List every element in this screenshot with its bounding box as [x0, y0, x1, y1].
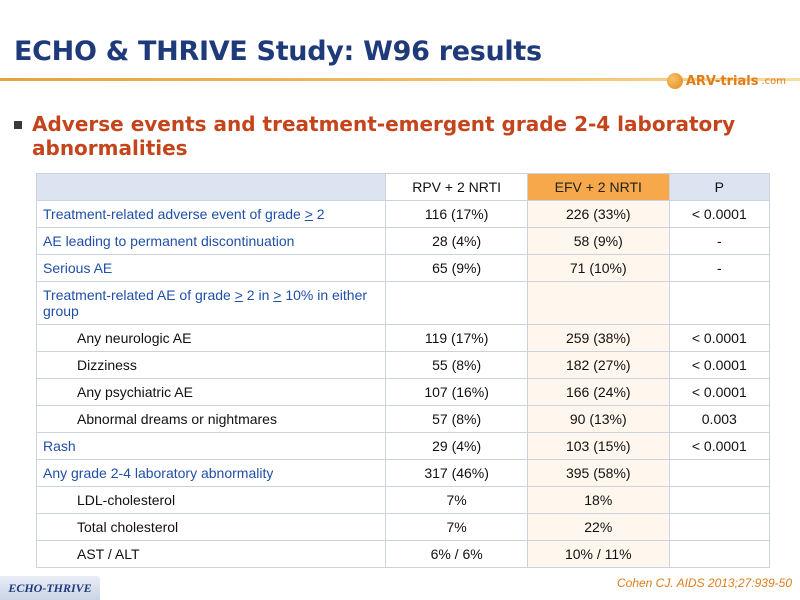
results-table: RPV + 2 NRTI EFV + 2 NRTI P Treatment-re… — [35, 173, 771, 568]
efv-value: 18% — [526, 486, 670, 514]
row-label: Serious AE — [35, 254, 387, 282]
logo-globe-icon — [666, 73, 683, 89]
row-label: Treatment-related adverse event of grade… — [35, 200, 387, 228]
table-row: Serious AE 65 (9%) 71 (10%) - — [35, 254, 771, 282]
table-row: AE leading to permanent discontinuation 2… — [35, 227, 771, 255]
row-label: AST / ALT — [35, 540, 387, 568]
rpv-value: 6% / 6% — [385, 540, 528, 568]
p-value — [668, 513, 771, 541]
efv-value: 71 (10%) — [526, 254, 670, 282]
p-value: < 0.0001 — [668, 200, 771, 228]
bullet-point: Adverse events and treatment-emergent gr… — [14, 112, 774, 160]
rpv-value: 7% — [385, 486, 528, 514]
efv-value: 22% — [526, 513, 670, 541]
efv-value: 90 (13%) — [526, 405, 670, 433]
table-row: Treatment-related adverse event of grade… — [35, 200, 771, 228]
title-divider — [0, 78, 800, 81]
table-header-row: RPV + 2 NRTI EFV + 2 NRTI P — [35, 173, 771, 201]
p-value: < 0.0001 — [668, 324, 771, 352]
bullet-square-icon — [14, 121, 22, 129]
efv-value: 58 (9%) — [526, 227, 670, 255]
rpv-value: 28 (4%) — [385, 227, 528, 255]
p-value: < 0.0001 — [668, 351, 771, 379]
reference-citation: Cohen CJ. AIDS 2013;27:939-50 — [616, 576, 792, 590]
table-row: AST / ALT 6% / 6% 10% / 11% — [35, 540, 771, 568]
p-value — [668, 281, 771, 325]
row-label: AE leading to permanent discontinuation — [35, 227, 387, 255]
rpv-value: 57 (8%) — [385, 405, 528, 433]
row-label: Abnormal dreams or nightmares — [35, 405, 387, 433]
p-value: < 0.0001 — [668, 378, 771, 406]
row-label: Any neurologic AE — [35, 324, 387, 352]
efv-value: 395 (58%) — [526, 459, 670, 487]
row-label: Dizziness — [35, 351, 387, 379]
p-value: - — [668, 227, 771, 255]
table-row: Any psychiatric AE 107 (16%) 166 (24%) < 0.… — [35, 378, 771, 406]
p-value: 0.003 — [668, 405, 771, 433]
row-label: Any grade 2-4 laboratory abnormality — [35, 459, 387, 487]
arv-trials-logo: ARV-trials .com — [666, 70, 786, 92]
rpv-value: 65 (9%) — [385, 254, 528, 282]
efv-value: 226 (33%) — [526, 200, 670, 228]
rpv-value: 317 (46%) — [385, 459, 528, 487]
efv-value: 166 (24%) — [526, 378, 670, 406]
rpv-value: 107 (16%) — [385, 378, 528, 406]
row-label: Total cholesterol — [35, 513, 387, 541]
header-rpv: RPV + 2 NRTI — [385, 173, 528, 201]
table-row: Rash 29 (4%) 103 (15%) < 0.0001 — [35, 432, 771, 460]
efv-value: 10% / 11% — [526, 540, 670, 568]
header-empty — [35, 173, 387, 201]
rpv-value: 55 (8%) — [385, 351, 528, 379]
row-label: Treatment-related AE of grade > 2 in > 1… — [35, 281, 387, 325]
rpv-value: 29 (4%) — [385, 432, 528, 460]
study-tag: ECHO-THRIVE — [0, 576, 100, 600]
p-value: - — [668, 254, 771, 282]
table-row: Abnormal dreams or nightmares 57 (8%) 90 (… — [35, 405, 771, 433]
p-value — [668, 486, 771, 514]
efv-value: 103 (15%) — [526, 432, 670, 460]
header-efv: EFV + 2 NRTI — [526, 173, 670, 201]
table-row: Total cholesterol 7% 22% — [35, 513, 771, 541]
table-row: Dizziness 55 (8%) 182 (27%) < 0.0001 — [35, 351, 771, 379]
efv-value: 259 (38%) — [526, 324, 670, 352]
header-p: P — [668, 173, 771, 201]
greater-equal-sign: > — [304, 206, 313, 222]
row-label: LDL-cholesterol — [35, 486, 387, 514]
row-label: Any psychiatric AE — [35, 378, 387, 406]
bullet-text: Adverse events and treatment-emergent gr… — [32, 112, 736, 160]
rpv-value — [385, 281, 528, 325]
rpv-value: 119 (17%) — [385, 324, 528, 352]
logo-suffix: .com — [761, 75, 786, 87]
table-row: Treatment-related AE of grade > 2 in > 1… — [35, 281, 771, 325]
row-label: Rash — [35, 432, 387, 460]
efv-value — [526, 281, 670, 325]
table-row: LDL-cholesterol 7% 18% — [35, 486, 771, 514]
rpv-value: 7% — [385, 513, 528, 541]
greater-equal-sign: > — [234, 287, 243, 303]
logo-text: ARV-trials — [685, 73, 759, 89]
table-row: Any grade 2-4 laboratory abnormality 317 … — [35, 459, 771, 487]
table-body: Treatment-related adverse event of grade… — [35, 200, 771, 568]
table-row: Any neurologic AE 119 (17%) 259 (38%) < 0.0… — [35, 324, 771, 352]
p-value — [668, 540, 771, 568]
slide-title: ECHO & THRIVE Study: W96 results — [14, 36, 542, 67]
p-value: < 0.0001 — [668, 432, 771, 460]
rpv-value: 116 (17%) — [385, 200, 528, 228]
greater-equal-sign: > — [273, 287, 282, 303]
efv-value: 182 (27%) — [526, 351, 670, 379]
p-value — [668, 459, 771, 487]
